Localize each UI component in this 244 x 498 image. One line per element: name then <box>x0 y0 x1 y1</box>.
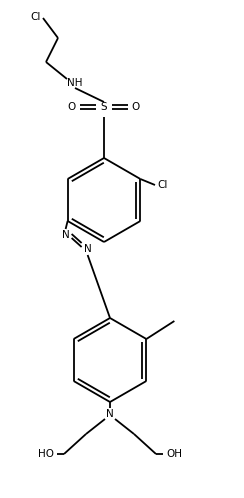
Text: N: N <box>106 409 114 419</box>
Text: NH: NH <box>67 78 83 88</box>
Text: S: S <box>101 102 107 112</box>
Text: Cl: Cl <box>157 180 167 190</box>
Text: N: N <box>84 244 92 254</box>
Text: OH: OH <box>166 449 182 459</box>
Text: HO: HO <box>38 449 54 459</box>
Text: O: O <box>68 102 76 112</box>
Text: N: N <box>62 230 70 240</box>
Text: Cl: Cl <box>30 12 40 22</box>
Text: O: O <box>132 102 140 112</box>
